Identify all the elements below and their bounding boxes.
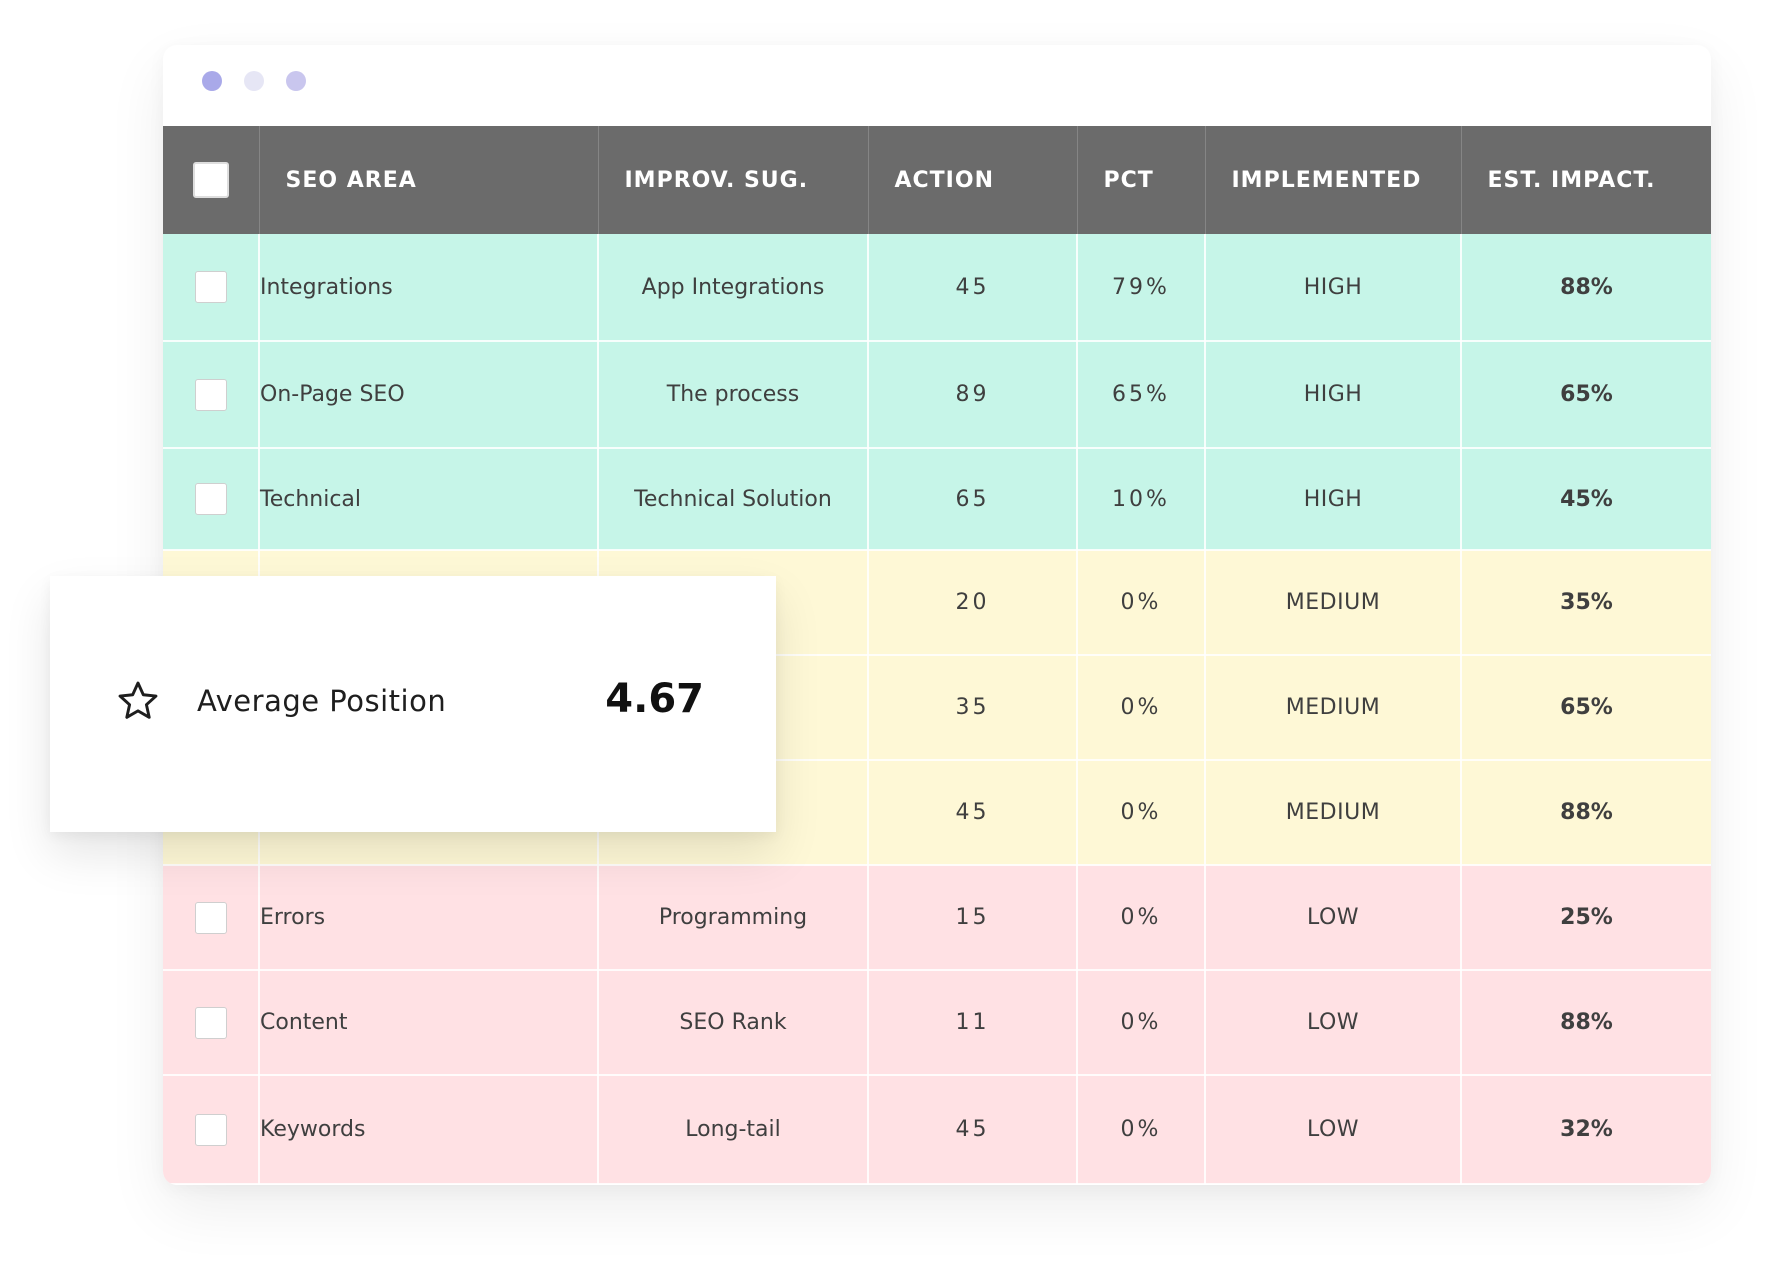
window-titlebar [163, 45, 1711, 126]
cell-seo-area: Technical [259, 448, 599, 551]
row-checkbox-cell [163, 970, 260, 1076]
row-checkbox[interactable] [194, 483, 227, 515]
cell-est-impact: 65% [1461, 341, 1711, 449]
cell-implemented: MEDIUM [1205, 760, 1462, 866]
cell-improv-sug: Long-tail [598, 1075, 869, 1185]
cell-est-impact: 35% [1461, 550, 1711, 656]
row-checkbox[interactable] [194, 1113, 227, 1146]
star-icon [118, 681, 158, 719]
cell-implemented: MEDIUM [1205, 550, 1462, 656]
cell-implemented: HIGH [1205, 448, 1462, 551]
select-all-checkbox[interactable] [192, 162, 229, 198]
cell-action: 45 [868, 760, 1078, 866]
cell-est-impact: 45% [1461, 448, 1711, 551]
average-position-value: 4.67 [605, 676, 704, 722]
window-dot-1[interactable] [202, 71, 222, 91]
cell-improv-sug: The process [598, 341, 869, 449]
cell-action: 35 [868, 655, 1078, 761]
cell-pct: 65% [1077, 341, 1206, 449]
cell-pct: 79% [1077, 234, 1206, 342]
cell-improv-sug: Programming [598, 865, 869, 971]
header-action[interactable]: ACTION [868, 126, 1078, 234]
row-checkbox[interactable] [194, 1006, 227, 1039]
cell-pct: 0% [1077, 550, 1206, 656]
cell-action: 45 [868, 1075, 1078, 1185]
cell-pct: 0% [1077, 970, 1206, 1076]
cell-pct: 0% [1077, 760, 1206, 866]
cell-pct: 0% [1077, 655, 1206, 761]
table-header-row: SEO AREA IMPROV. SUG. ACTION PCT IMPLEME… [163, 126, 1711, 234]
average-position-label: Average Position [197, 684, 447, 718]
cell-implemented: HIGH [1205, 234, 1462, 342]
cell-est-impact: 65% [1461, 655, 1711, 761]
row-checkbox[interactable] [194, 901, 227, 934]
cell-seo-area: Integrations [259, 234, 599, 342]
cell-implemented: LOW [1205, 970, 1462, 1076]
average-position-card: Average Position 4.67 [50, 576, 776, 832]
header-pct[interactable]: PCT [1077, 126, 1206, 234]
cell-seo-area: Keywords [259, 1075, 599, 1185]
cell-action: 45 [868, 234, 1078, 342]
cell-est-impact: 88% [1461, 970, 1711, 1076]
header-improv-sug[interactable]: IMPROV. SUG. [598, 126, 869, 234]
table-row[interactable]: On-Page SEO The process 89 65% HIGH 65% [163, 341, 1711, 449]
cell-est-impact: 88% [1461, 760, 1711, 866]
cell-pct: 10% [1077, 448, 1206, 551]
header-implemented[interactable]: IMPLEMENTED [1205, 126, 1462, 234]
cell-implemented: HIGH [1205, 341, 1462, 449]
table-row[interactable]: Content SEO Rank 11 0% LOW 88% [163, 970, 1711, 1076]
cell-implemented: MEDIUM [1205, 655, 1462, 761]
cell-action: 11 [868, 970, 1078, 1076]
cell-improv-sug: App Integrations [598, 234, 869, 342]
cell-pct: 0% [1077, 1075, 1206, 1185]
table-row[interactable]: Technical Technical Solution 65 10% HIGH… [163, 448, 1711, 551]
table-row[interactable]: Integrations App Integrations 45 79% HIG… [163, 234, 1711, 342]
row-checkbox[interactable] [194, 378, 227, 411]
header-seo-area[interactable]: SEO AREA [259, 126, 599, 234]
window-dot-2[interactable] [244, 71, 264, 91]
table-row[interactable]: Errors Programming 15 0% LOW 25% [163, 865, 1711, 971]
row-checkbox-cell [163, 341, 260, 449]
cell-implemented: LOW [1205, 865, 1462, 971]
cell-est-impact: 88% [1461, 234, 1711, 342]
cell-est-impact: 25% [1461, 865, 1711, 971]
row-checkbox-cell [163, 448, 260, 551]
row-checkbox-cell [163, 865, 260, 971]
row-checkbox[interactable] [194, 271, 227, 303]
row-checkbox-cell [163, 234, 260, 342]
cell-seo-area: On-Page SEO [259, 341, 599, 449]
cell-seo-area: Content [259, 970, 599, 1076]
window-dot-3[interactable] [286, 71, 306, 91]
header-checkbox-cell [163, 126, 260, 234]
cell-implemented: LOW [1205, 1075, 1462, 1185]
cell-improv-sug: Technical Solution [598, 448, 869, 551]
table-row[interactable]: Keywords Long-tail 45 0% LOW 32% [163, 1075, 1711, 1185]
cell-action: 20 [868, 550, 1078, 656]
cell-improv-sug: SEO Rank [598, 970, 869, 1076]
cell-est-impact: 32% [1461, 1075, 1711, 1185]
cell-action: 65 [868, 448, 1078, 551]
cell-pct: 0% [1077, 865, 1206, 971]
cell-action: 15 [868, 865, 1078, 971]
cell-seo-area: Errors [259, 865, 599, 971]
header-est-impact[interactable]: EST. IMPACT. [1461, 126, 1711, 234]
row-checkbox-cell [163, 1075, 260, 1185]
cell-action: 89 [868, 341, 1078, 449]
